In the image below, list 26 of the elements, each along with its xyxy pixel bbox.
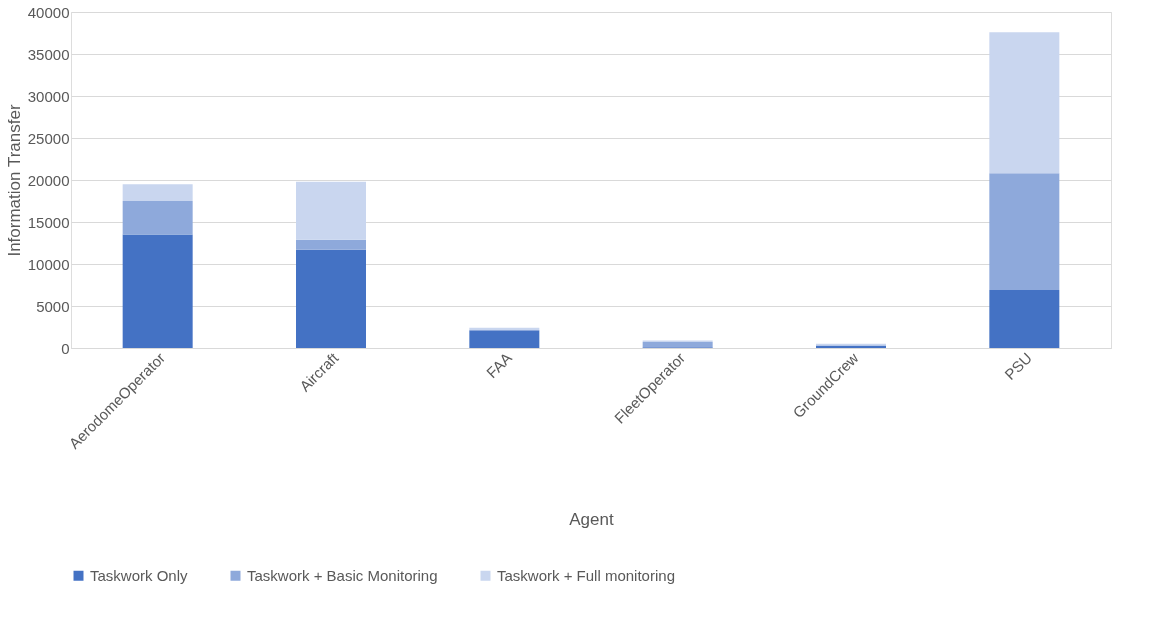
y-tick-label: 20000 (27, 171, 70, 189)
y-tick-label: 35000 (27, 45, 70, 63)
bar (296, 249, 366, 348)
y-axis-title: Information Transfer (4, 104, 24, 257)
bar (296, 239, 366, 250)
y-tick-label: 5000 (36, 297, 70, 315)
bar (122, 201, 193, 235)
legend-label: Taskwork Only (90, 566, 189, 584)
bar (642, 342, 713, 348)
y-tick-label: 10000 (27, 255, 70, 273)
x-axis-title: Agent (569, 509, 614, 529)
bar (122, 184, 193, 201)
x-tick-label: FAA (482, 349, 515, 382)
y-tick-label: 25000 (27, 129, 70, 147)
bar (989, 290, 1060, 348)
legend-label: Taskwork + Full monitoring (497, 566, 675, 584)
y-tick-label: 15000 (27, 213, 70, 231)
y-tick-label: 40000 (27, 3, 70, 21)
y-tick-label: 0 (61, 339, 70, 357)
bar (469, 330, 540, 348)
y-tick-label: 30000 (27, 87, 70, 105)
bar (989, 32, 1060, 174)
bar (989, 173, 1060, 291)
bar (122, 234, 193, 348)
legend-label: Taskwork + Basic Monitoring (247, 566, 438, 584)
bar (296, 181, 366, 240)
